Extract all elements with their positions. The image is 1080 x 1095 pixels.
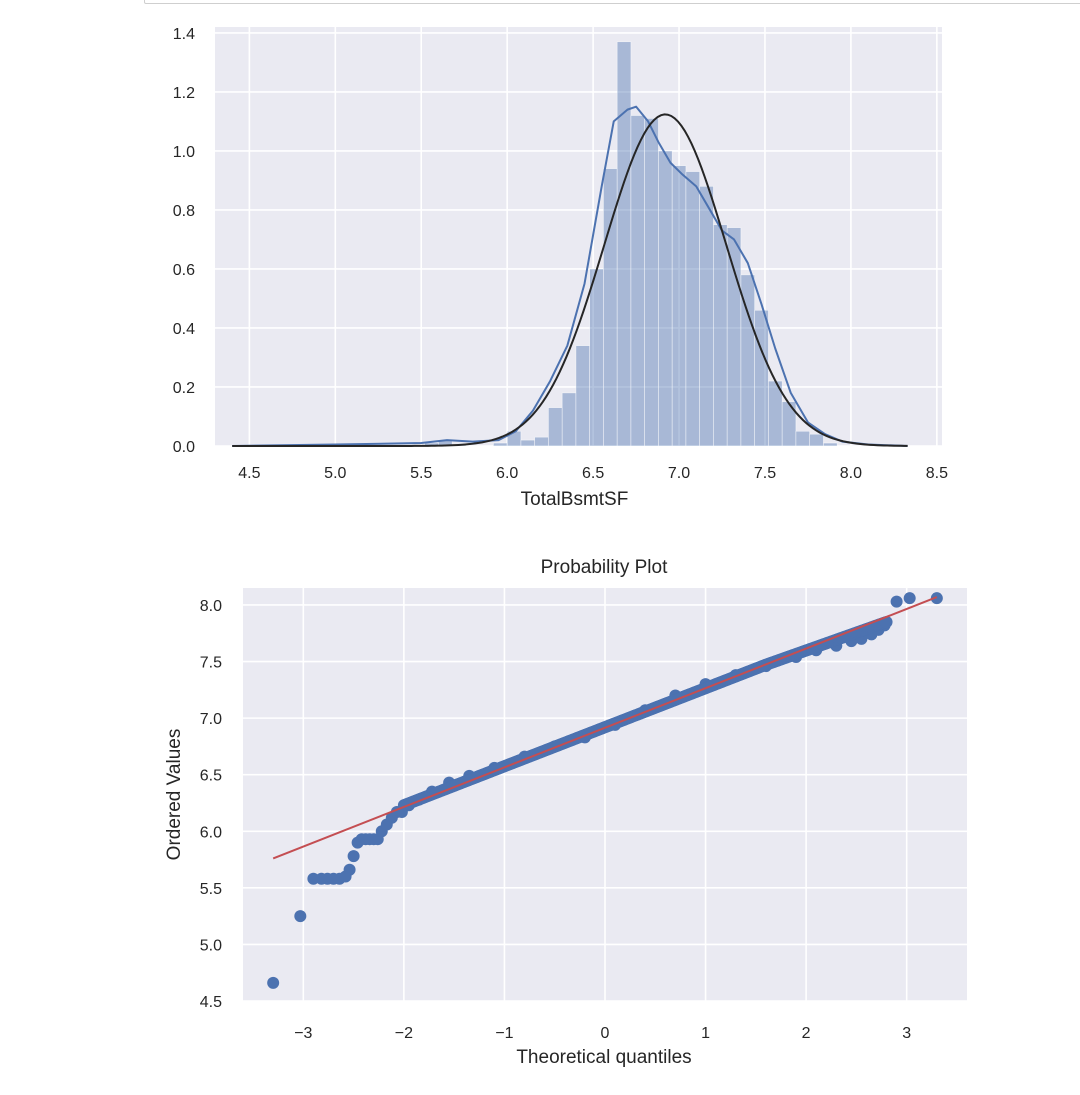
y-tick-label: 7.0: [200, 711, 222, 728]
x-tick-label: 7.0: [668, 465, 690, 482]
histogram-bar: [644, 118, 659, 447]
histogram-bar: [534, 436, 549, 447]
y-tick-label: 6.0: [200, 824, 222, 841]
histogram-bar: [671, 165, 687, 447]
x-tick-label: −3: [294, 1025, 312, 1042]
x-tick-label: 8.5: [926, 465, 948, 482]
data-point: [267, 976, 280, 989]
notebook-cell-frame: [144, 0, 1080, 4]
distribution-chart: 4.5 5.0 5.5 6.0 6.5 7.0 7.5 8.0 8.5 0.0 0.2 0.4 0.6…: [173, 26, 948, 510]
histogram-bar: [823, 442, 838, 447]
x-tick-label: 6.0: [496, 465, 518, 482]
kde-curve: [232, 105, 908, 447]
x-tick-label: 6.5: [582, 465, 604, 482]
x-tick-label: 5.0: [324, 465, 346, 482]
probability-plot: −3 −2 −1 0 1 2 3 4.5 5.0 5.5 6.0 6.5 7.0 7.5 8.0 Prob…: [164, 557, 967, 1068]
x-axis-label: TotalBsmtSF: [521, 489, 629, 510]
grid-lines: [243, 588, 967, 1002]
histogram-bar: [616, 41, 632, 447]
histogram-bar: [726, 227, 742, 447]
chart-title: Probability Plot: [541, 557, 668, 578]
y-tick-label: 1.4: [173, 26, 195, 43]
x-tick-labels: −3 −2 −1 0 1 2 3: [294, 1025, 911, 1042]
x-tick-label: 1: [701, 1025, 710, 1042]
x-tick-labels: 4.5 5.0 5.5 6.0 6.5 7.0 7.5 8.0 8.5: [238, 465, 948, 482]
histogram-bar: [589, 268, 604, 447]
histogram-bar: [781, 401, 797, 447]
y-tick-label: 1.2: [173, 85, 195, 102]
y-tick-label: 0.4: [173, 321, 195, 338]
x-tick-label: 5.5: [410, 465, 432, 482]
y-tick-labels: 4.5 5.0 5.5 6.0 6.5 7.0 7.5 8.0: [200, 598, 222, 1011]
histogram-bar: [561, 392, 577, 447]
x-axis-label: Theoretical quantiles: [516, 1047, 691, 1068]
data-point: [903, 592, 916, 605]
histogram-bar: [795, 430, 810, 447]
y-tick-labels: 0.0 0.2 0.4 0.6 0.8 1.0 1.2 1.4: [173, 26, 195, 456]
data-point: [347, 850, 360, 863]
y-tick-label: 8.0: [200, 598, 222, 615]
y-tick-label: 7.5: [200, 655, 222, 672]
data-point: [890, 595, 903, 608]
y-tick-label: 4.5: [200, 994, 222, 1011]
data-point: [343, 863, 356, 876]
histogram-bar: [548, 407, 563, 447]
y-tick-label: 1.0: [173, 144, 195, 161]
plot-area-background: [215, 27, 942, 446]
data-point: [930, 592, 943, 605]
y-tick-label: 0.0: [173, 439, 195, 456]
y-tick-label: 0.2: [173, 380, 195, 397]
x-tick-label: 2: [802, 1025, 811, 1042]
histogram-bar: [809, 433, 824, 447]
histogram-bars: [424, 41, 838, 447]
y-tick-label: 6.5: [200, 768, 222, 785]
y-axis-label: Ordered Values: [164, 729, 185, 861]
x-tick-label: 7.5: [754, 465, 776, 482]
x-tick-label: −1: [495, 1025, 513, 1042]
histogram-bar: [713, 224, 728, 447]
x-tick-label: 4.5: [238, 465, 260, 482]
y-tick-label: 0.8: [173, 203, 195, 220]
histogram-bar: [630, 115, 645, 447]
histogram-bar: [658, 150, 673, 447]
histogram-bar: [520, 439, 535, 447]
y-tick-label: 5.0: [200, 937, 222, 954]
histogram-bar: [699, 186, 714, 447]
y-tick-label: 5.5: [200, 881, 222, 898]
x-tick-label: 8.0: [840, 465, 862, 482]
normal-fit-curve: [232, 113, 908, 447]
data-point: [294, 910, 307, 923]
histogram-bar: [754, 309, 769, 447]
x-tick-label: −2: [395, 1025, 413, 1042]
histogram-bar: [575, 345, 590, 447]
x-tick-label: 3: [902, 1025, 911, 1042]
y-tick-label: 0.6: [173, 262, 195, 279]
histogram-bar: [493, 442, 508, 447]
x-tick-label: 0: [601, 1025, 610, 1042]
fit-line: [272, 596, 938, 860]
histogram-bar: [685, 171, 700, 447]
